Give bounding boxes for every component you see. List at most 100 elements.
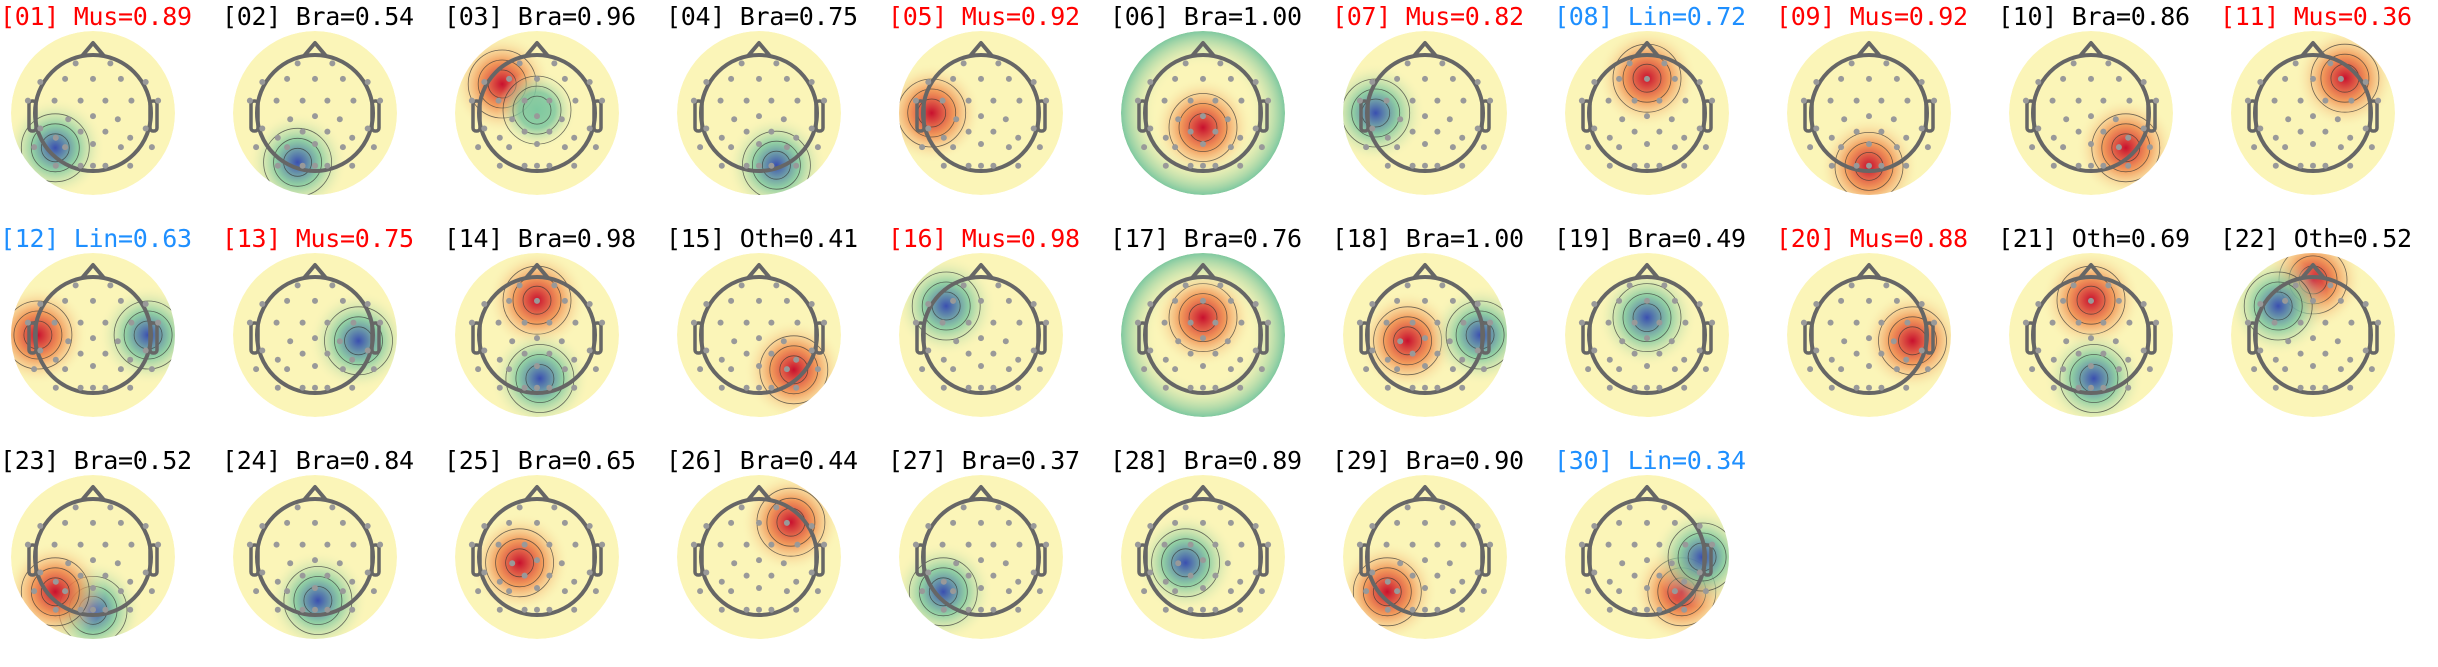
electrode-dot [62,297,69,304]
left-ear-icon [915,99,926,133]
electrode-dot [1606,134,1613,141]
electrode-dot [1002,338,1009,345]
electrode-dot [1422,557,1428,564]
electrode-dot [808,569,815,576]
electrode-dot [1578,319,1585,326]
component-label: [07] Mus=0.82 [1332,2,1524,31]
electrode-dot [90,585,96,591]
electrode-dot [768,350,775,357]
electrode-dot [2100,162,2107,169]
electrode-dot [783,519,790,526]
electrode-dot [978,585,984,591]
electrode-dot [599,319,606,326]
electrode-dot [506,75,513,82]
electrode-dot [2368,144,2375,151]
electrode-dot [273,97,280,104]
right-ear-icon [814,321,825,355]
contour-line [505,548,535,578]
electrode-dot [77,541,84,548]
electrode-dot [783,144,790,151]
electrode-dot [1404,60,1411,67]
electrode-dot [1212,128,1219,135]
electrode-dot [965,128,972,135]
electrode-dot [114,116,121,123]
electrode-dot [1591,347,1598,354]
electrode-dot [1893,297,1900,304]
electrode-dot [246,319,253,326]
electrode-dot [2272,356,2279,363]
contour-line [921,281,971,331]
nose-icon [746,41,772,58]
electrode-dot [1631,162,1638,169]
electrode-dot [312,297,318,304]
electrode-dot [1446,560,1453,567]
electrode-dot [1696,125,1703,132]
electrode-dot [1853,97,1860,104]
electrode-dot [793,606,800,613]
topomap-pole [1357,290,1458,391]
right-ear-icon [1924,99,1935,133]
electrode-dot [808,347,815,354]
electrode-dot [1702,366,1709,373]
left-ear-icon [2247,321,2258,355]
electrode-dot [62,519,69,526]
left-ear-icon [1581,543,1592,577]
component-label: [12] Lin=0.63 [0,224,192,253]
electrode-dot [1682,319,1689,326]
electrode-dot [155,319,162,326]
electrode-dot [756,585,762,591]
electrode-dot [1161,541,1168,548]
electrode-dot [756,363,762,369]
electrode-dot [2362,301,2369,307]
component-label: [24] Bra=0.84 [222,446,414,475]
topomap [1787,31,1951,195]
electrode-dot [274,356,281,363]
electrode-dot [1606,356,1613,363]
electrode-dot [2112,116,2119,123]
topomap [233,475,397,639]
electrode-dot [2282,297,2289,304]
component-label: [02] Bra=0.54 [222,2,414,31]
electrode-dot [561,144,568,151]
electrode-dot [1200,335,1206,342]
electrode-dot [90,141,96,147]
electrode-dot [1827,97,1834,104]
electrode-dot [1237,606,1244,613]
electrode-dot [1422,585,1428,591]
electrode-dot [1924,366,1931,373]
electrode-dot [128,319,135,326]
electrode-dot [1434,572,1441,579]
electrode-dot [690,541,697,548]
electrode-dot [1212,162,1219,169]
contour-line [1667,522,1729,592]
electrode-dot [2075,162,2082,169]
electrode-dot [1460,97,1467,104]
topomap [899,475,1063,639]
contour-line [20,557,90,627]
electrode-dot [339,297,346,304]
electrode-dot [142,125,149,132]
electrode-dot [90,297,96,304]
electrode-dot [2075,319,2082,326]
electrode-dot [2146,366,2153,373]
electrode-dot [52,384,59,391]
electrode-dot [1187,606,1194,613]
electrode-dot [703,125,710,132]
electrode-dot [2337,144,2344,151]
electrode-dot [1397,338,1404,345]
electrode-dot [1681,162,1688,169]
electrode-dot [960,504,967,511]
electrode-dot [965,350,972,357]
electrode-dot [299,541,306,548]
electrode-dot [1459,356,1466,363]
electrode-dot [324,97,331,104]
electrode-dot [1015,606,1022,613]
electrode-dot [1449,75,1456,82]
electrode-dot [52,134,59,141]
electrode-dot [1606,384,1613,391]
electrode-dot [814,366,821,373]
electrode-dot [1631,97,1638,104]
electrode-dot [1422,606,1428,613]
electrode-dot [728,144,735,151]
electrode-dot [2100,350,2107,357]
